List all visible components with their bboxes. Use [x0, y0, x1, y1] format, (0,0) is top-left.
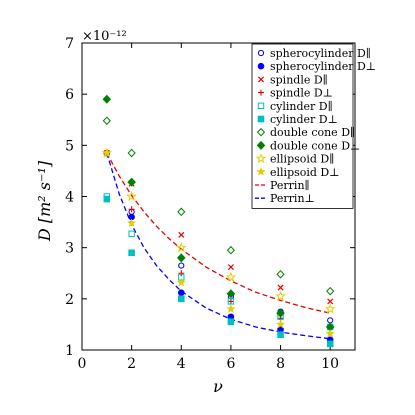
- point-series-0: [327, 317, 334, 324]
- point-series-9: [226, 304, 236, 314]
- point-series-9: [275, 319, 286, 329]
- x-tick-label: 2: [127, 356, 136, 372]
- legend-label: cylinder D∥: [270, 100, 333, 113]
- point-series-6: [127, 148, 136, 158]
- point-series-7: [127, 177, 136, 187]
- legend-marker: [257, 115, 265, 123]
- point-series-5: [326, 340, 334, 348]
- y-axis-multiplier: ×10⁻¹²: [82, 29, 127, 44]
- point-series-6: [326, 286, 335, 296]
- point-series-5: [227, 318, 235, 326]
- point-series-8: [175, 242, 187, 253]
- point-series-9: [126, 218, 137, 228]
- point-series-7: [102, 94, 112, 104]
- legend-label: spindle D∥: [270, 73, 328, 86]
- point-series-5: [277, 331, 284, 338]
- legend-label: spherocylinder D∥: [270, 47, 371, 60]
- point-series-3: [227, 298, 234, 305]
- y-tick-label: 1: [65, 343, 74, 359]
- point-series-6: [177, 207, 186, 217]
- legend-label: double cone D⊥: [270, 139, 360, 152]
- point-series-8: [126, 190, 137, 202]
- point-series-7: [226, 289, 236, 299]
- point-series-2: [277, 284, 284, 291]
- y-tick-label: 2: [65, 292, 74, 308]
- y-tick-label: 3: [65, 241, 74, 257]
- x-axis-title: ν: [213, 377, 223, 396]
- point-series-5: [103, 195, 111, 203]
- x-tick-label: 6: [226, 356, 235, 372]
- y-axis: 1 2 3 4 5 6 7: [65, 36, 355, 359]
- data-points: [101, 94, 336, 348]
- point-series-6: [276, 269, 285, 279]
- legend-label: double cone D∥: [270, 126, 355, 139]
- point-series-9: [176, 277, 186, 287]
- y-tick-label: 7: [65, 36, 74, 52]
- point-series-2: [327, 298, 334, 305]
- point-series-4: [227, 298, 235, 305]
- point-series-9: [325, 328, 335, 338]
- point-series-4: [128, 230, 135, 238]
- legend-label: ellipsoid D∥: [270, 153, 334, 166]
- legend-marker: [258, 89, 264, 96]
- legend-marker: [256, 166, 266, 176]
- legend-marker: [256, 127, 266, 137]
- point-series-0: [178, 262, 185, 269]
- x-tick-label: 8: [276, 356, 285, 372]
- legend-label: spherocylinder D⊥: [270, 60, 376, 73]
- legend-label: spindle D⊥: [270, 87, 333, 100]
- point-series-6: [226, 245, 235, 255]
- legend-label: cylinder D⊥: [270, 113, 338, 126]
- point-series-1: [177, 289, 185, 296]
- y-tick-label: 6: [65, 87, 74, 103]
- legend-marker: [257, 76, 265, 83]
- legend-label: Perrin⊥: [270, 192, 315, 205]
- point-series-2: [178, 231, 185, 238]
- legend-label: ellipsoid D⊥: [270, 166, 340, 179]
- x-tick-label: 10: [321, 356, 339, 372]
- x-tick-label: 4: [177, 356, 186, 372]
- point-series-8: [275, 290, 286, 301]
- legend: spherocylinder D∥spherocylinder D⊥spindl…: [251, 43, 376, 209]
- y-tick-label: 5: [65, 138, 74, 154]
- legend-marker: [255, 153, 267, 164]
- point-series-7: [176, 253, 186, 263]
- point-series-3: [178, 270, 185, 277]
- point-series-7: [276, 308, 285, 318]
- point-series-5: [177, 295, 185, 303]
- y-tick-label: 4: [65, 190, 74, 206]
- point-series-5: [128, 249, 135, 257]
- point-series-8: [225, 271, 237, 282]
- legend-marker: [257, 102, 265, 109]
- legend-box: [251, 43, 354, 209]
- legend-label: Perrin∥: [270, 179, 310, 192]
- legend-marker: [257, 62, 265, 70]
- point-series-3: [128, 206, 135, 213]
- point-series-6: [102, 116, 111, 126]
- legend-marker: [256, 140, 266, 150]
- legend-marker: [257, 49, 265, 57]
- point-series-8: [324, 303, 336, 314]
- point-series-9: [102, 148, 112, 157]
- point-series-2: [227, 264, 234, 271]
- y-axis-title: D [m² s⁻¹]: [35, 160, 54, 242]
- x-tick-label: 0: [78, 356, 87, 372]
